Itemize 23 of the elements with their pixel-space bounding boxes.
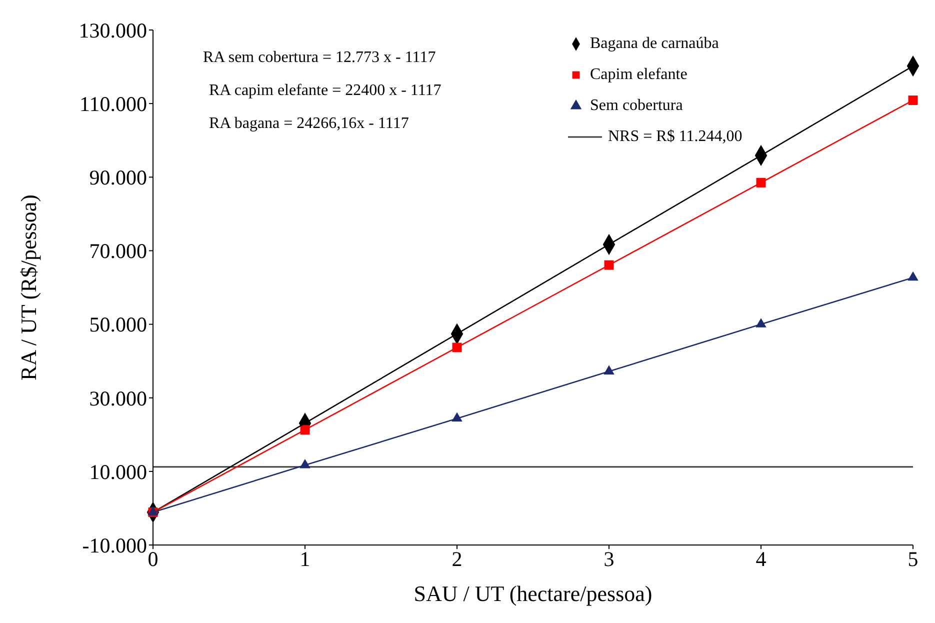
y-tick-label: 110.000 [80, 92, 147, 116]
y-axis-title: RA / UT (R$/pessoa) [16, 194, 41, 380]
x-tick-label: 0 [148, 546, 158, 571]
x-tick-label: 2 [452, 546, 462, 571]
y-tick-label: 10.000 [89, 460, 147, 484]
legend-label: Capim elefante [590, 66, 688, 84]
legend-label: Bagana de carnaúba [590, 34, 719, 52]
annotation: RA bagana = 24266,16x - 1117 [208, 114, 410, 134]
legend-label: NRS = R$ 11.244,00 [608, 128, 742, 146]
x-tick-label: 3 [604, 546, 614, 571]
y-tick-label: 50.000 [89, 312, 147, 337]
y-tick-label: 70.000 [89, 239, 147, 264]
annotation: RA capim elefante = 22400 x - 1117 [208, 81, 442, 101]
y-tick-label: -10.000 [82, 533, 147, 558]
x-tick-label: 1 [300, 546, 310, 571]
legend-label: Sem cobertura [590, 96, 683, 114]
y-tick-label: 90.000 [89, 166, 147, 190]
x-tick-label: 5 [908, 546, 918, 571]
x-tick-label: 4 [756, 546, 767, 571]
y-tick-label: 130.000 [78, 18, 147, 42]
x-axis-title: SAU / UT (hectare/pessoa) [414, 581, 652, 606]
annotation: RA sem cobertura = 12.773 x - 1117 [203, 48, 437, 68]
y-tick-label: 30.000 [89, 386, 147, 410]
